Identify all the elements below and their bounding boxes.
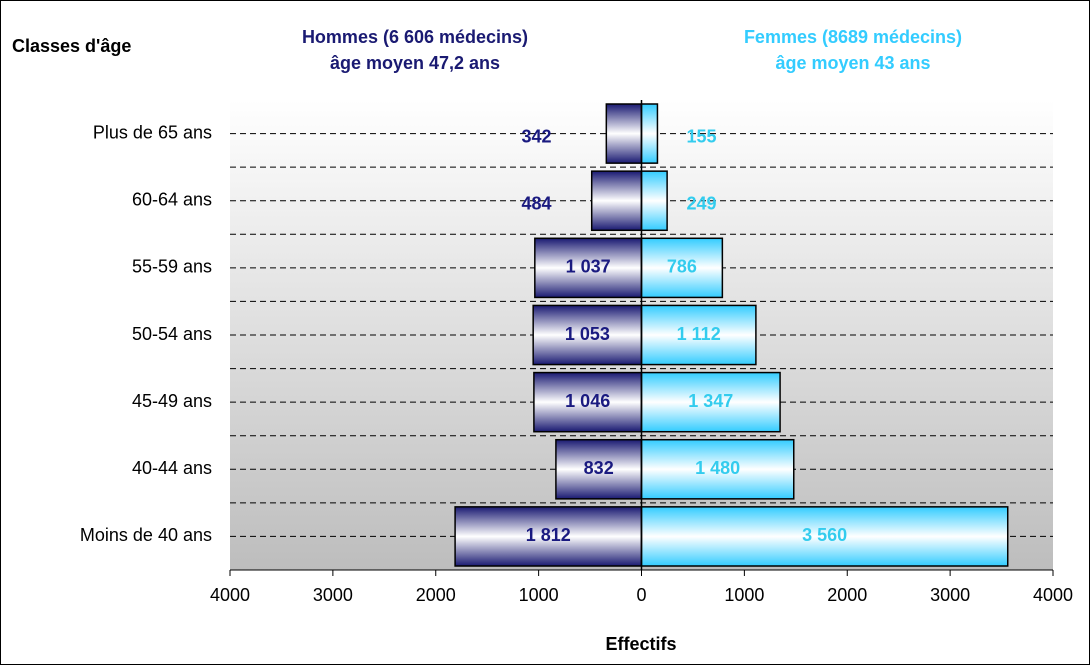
bar — [640, 438, 795, 500]
y-tick-label: 60-64 ans — [132, 189, 212, 209]
bar — [555, 438, 643, 500]
data-label: 1 046 — [565, 391, 610, 411]
x-tick-label: 4000 — [1033, 585, 1073, 605]
y-tick-label: 55-59 ans — [132, 257, 212, 277]
data-label: 484 — [521, 193, 551, 213]
bar — [590, 170, 643, 232]
bar — [640, 103, 659, 164]
y-tick-label: Moins de 40 ans — [80, 525, 212, 545]
bar — [534, 237, 643, 299]
y-tick-label: 40-44 ans — [132, 458, 212, 478]
x-tick-label: 1000 — [519, 585, 559, 605]
legend-subtitle: âge moyen 47,2 ans — [330, 53, 500, 73]
bar — [640, 237, 724, 299]
data-label: 786 — [667, 257, 697, 277]
data-label: 155 — [686, 126, 716, 146]
data-label: 1 480 — [695, 458, 740, 478]
bar — [640, 304, 757, 366]
corner-label: Classes d'âge — [12, 36, 131, 56]
x-tick-label: 4000 — [210, 585, 250, 605]
bar — [640, 170, 668, 232]
bar — [532, 304, 643, 366]
x-tick-label: 1000 — [724, 585, 764, 605]
bar — [605, 103, 643, 164]
data-label: 249 — [686, 193, 716, 213]
legend-title: Femmes (8689 médecins) — [744, 27, 962, 47]
x-axis-label: Effectifs — [605, 634, 676, 654]
bar — [533, 371, 643, 433]
x-tick-label: 0 — [636, 585, 646, 605]
bar — [640, 371, 781, 433]
y-tick-label: Plus de 65 ans — [93, 122, 212, 142]
data-label: 1 347 — [688, 391, 733, 411]
data-label: 3 560 — [802, 525, 847, 545]
x-tick-label: 3000 — [930, 585, 970, 605]
data-label: 1 053 — [565, 324, 610, 344]
x-tick-label: 2000 — [827, 585, 867, 605]
data-label: 832 — [584, 458, 614, 478]
x-tick-label: 2000 — [416, 585, 456, 605]
data-label: 1 037 — [566, 257, 611, 277]
legend-subtitle: âge moyen 43 ans — [775, 53, 930, 73]
x-tick-label: 3000 — [313, 585, 353, 605]
y-tick-label: 50-54 ans — [132, 324, 212, 344]
data-label: 1 812 — [526, 525, 571, 545]
data-label: 1 112 — [677, 324, 721, 344]
data-label: 342 — [521, 126, 551, 146]
y-tick-label: 45-49 ans — [132, 391, 212, 411]
legend-title: Hommes (6 606 médecins) — [302, 27, 528, 47]
